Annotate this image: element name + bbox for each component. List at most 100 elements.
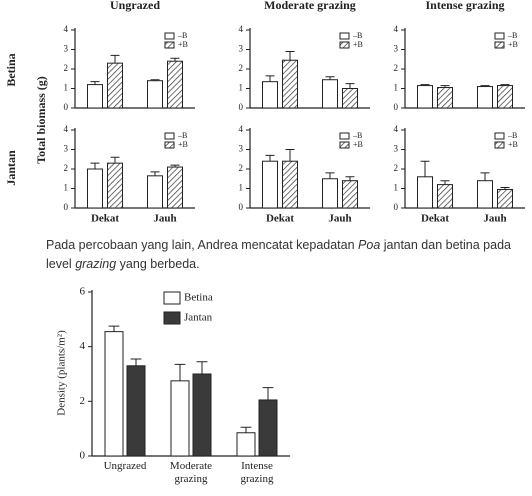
error-bar [440, 85, 450, 88]
error-bar [440, 180, 450, 185]
text: Pada percobaan yang lain, Andrea mencata… [46, 238, 359, 252]
error-bar [420, 84, 430, 86]
bar [192, 373, 212, 457]
chart-title: Ungrazed [110, 0, 160, 12]
bar [342, 88, 358, 109]
error-bar [265, 75, 275, 82]
legend-label: +B [353, 140, 363, 149]
error-bar [240, 426, 252, 433]
text: yang berbeda. [116, 257, 200, 271]
bar [477, 86, 493, 109]
x-tick-label: Moderate grazing [169, 460, 213, 485]
y-tick-label: 4 [394, 24, 399, 34]
error-bar [170, 164, 180, 168]
bar [107, 162, 123, 209]
error-bar [150, 79, 160, 81]
error-bar [480, 172, 490, 181]
error-bar [90, 81, 100, 85]
y-tick-label: 2 [64, 63, 69, 73]
y-tick-label: 4 [64, 124, 69, 134]
legend-swatch [339, 32, 350, 40]
bar [322, 79, 338, 109]
error-bar [110, 54, 120, 64]
bar [342, 180, 358, 209]
legend-swatch [339, 141, 350, 149]
error-bar [325, 172, 335, 179]
bar [497, 188, 513, 209]
bar [262, 160, 278, 209]
error-bar [150, 171, 160, 176]
y-tick-label: 3 [64, 144, 69, 154]
y-tick-label: 0 [64, 202, 69, 212]
bar [147, 175, 163, 209]
y-tick-label: 0 [239, 202, 244, 212]
error-bar [345, 176, 355, 181]
text: jantan dan betina pada level [46, 238, 511, 271]
y-tick-label: 1 [394, 183, 399, 193]
y-tick-label: 2 [239, 63, 244, 73]
y-tick-label: 4 [64, 24, 69, 34]
bar [167, 166, 183, 209]
x-tick-label: Jauh [153, 213, 176, 225]
error-bar [170, 57, 180, 62]
legend-label: –B [507, 31, 517, 40]
y-tick-label: 1 [64, 83, 69, 93]
bar [236, 432, 256, 457]
legend-swatch [163, 311, 181, 325]
legend-swatch [494, 41, 505, 49]
text: Poa [358, 238, 381, 252]
y-tick-label: 6 [80, 286, 86, 298]
legend-label: +B [178, 40, 188, 49]
legend-label: Jantan [184, 312, 213, 324]
bar [147, 80, 163, 109]
legend-swatch [494, 132, 505, 140]
bar [417, 85, 433, 109]
error-bar [480, 85, 490, 87]
chart-title: Intense grazing [426, 0, 505, 12]
y-tick-label: 2 [394, 163, 399, 173]
bar [87, 84, 103, 109]
legend-label: +B [178, 140, 188, 149]
y-axis-label: Total biomass (g) [34, 76, 48, 164]
bar [322, 178, 338, 209]
bar [282, 160, 298, 209]
y-tick-label: 2 [394, 63, 399, 73]
x-tick-label: Dekat [266, 213, 294, 225]
legend-swatch [164, 132, 175, 140]
error-bar [500, 187, 510, 190]
error-bar [90, 162, 100, 169]
legend-swatch [494, 141, 505, 149]
text: grazing [75, 257, 117, 271]
chart-title: Moderate grazing [264, 0, 356, 12]
bar [437, 184, 453, 209]
bar [282, 59, 298, 109]
y-tick-label: 0 [394, 202, 399, 212]
legend-label: Betina [184, 292, 213, 304]
legend-label: –B [177, 31, 187, 40]
x-tick-label: Dekat [421, 213, 449, 225]
y-tick-label: 0 [394, 102, 399, 112]
y-tick-label: 4 [239, 124, 244, 134]
bar [107, 62, 123, 109]
y-tick-label: 1 [239, 183, 244, 193]
y-tick-label: 0 [64, 102, 69, 112]
y-tick-label: 1 [239, 83, 244, 93]
bar [258, 399, 278, 457]
y-tick-label: 2 [239, 163, 244, 173]
error-bar [130, 358, 142, 366]
error-bar [345, 83, 355, 89]
y-axis-label: Density (plants/m²) [56, 330, 68, 416]
y-tick-label: 3 [239, 144, 244, 154]
legend-swatch [164, 41, 175, 49]
error-bar [500, 84, 510, 86]
y-tick-label: 4 [394, 124, 399, 134]
error-bar [110, 156, 120, 164]
y-tick-label: 3 [64, 44, 69, 54]
legend-label: –B [177, 131, 187, 140]
paragraph: Pada percobaan yang lain, Andrea mencata… [46, 236, 526, 274]
error-bar [325, 76, 335, 80]
y-tick-label: 0 [80, 450, 86, 462]
error-bar [420, 160, 430, 177]
bar [417, 176, 433, 209]
